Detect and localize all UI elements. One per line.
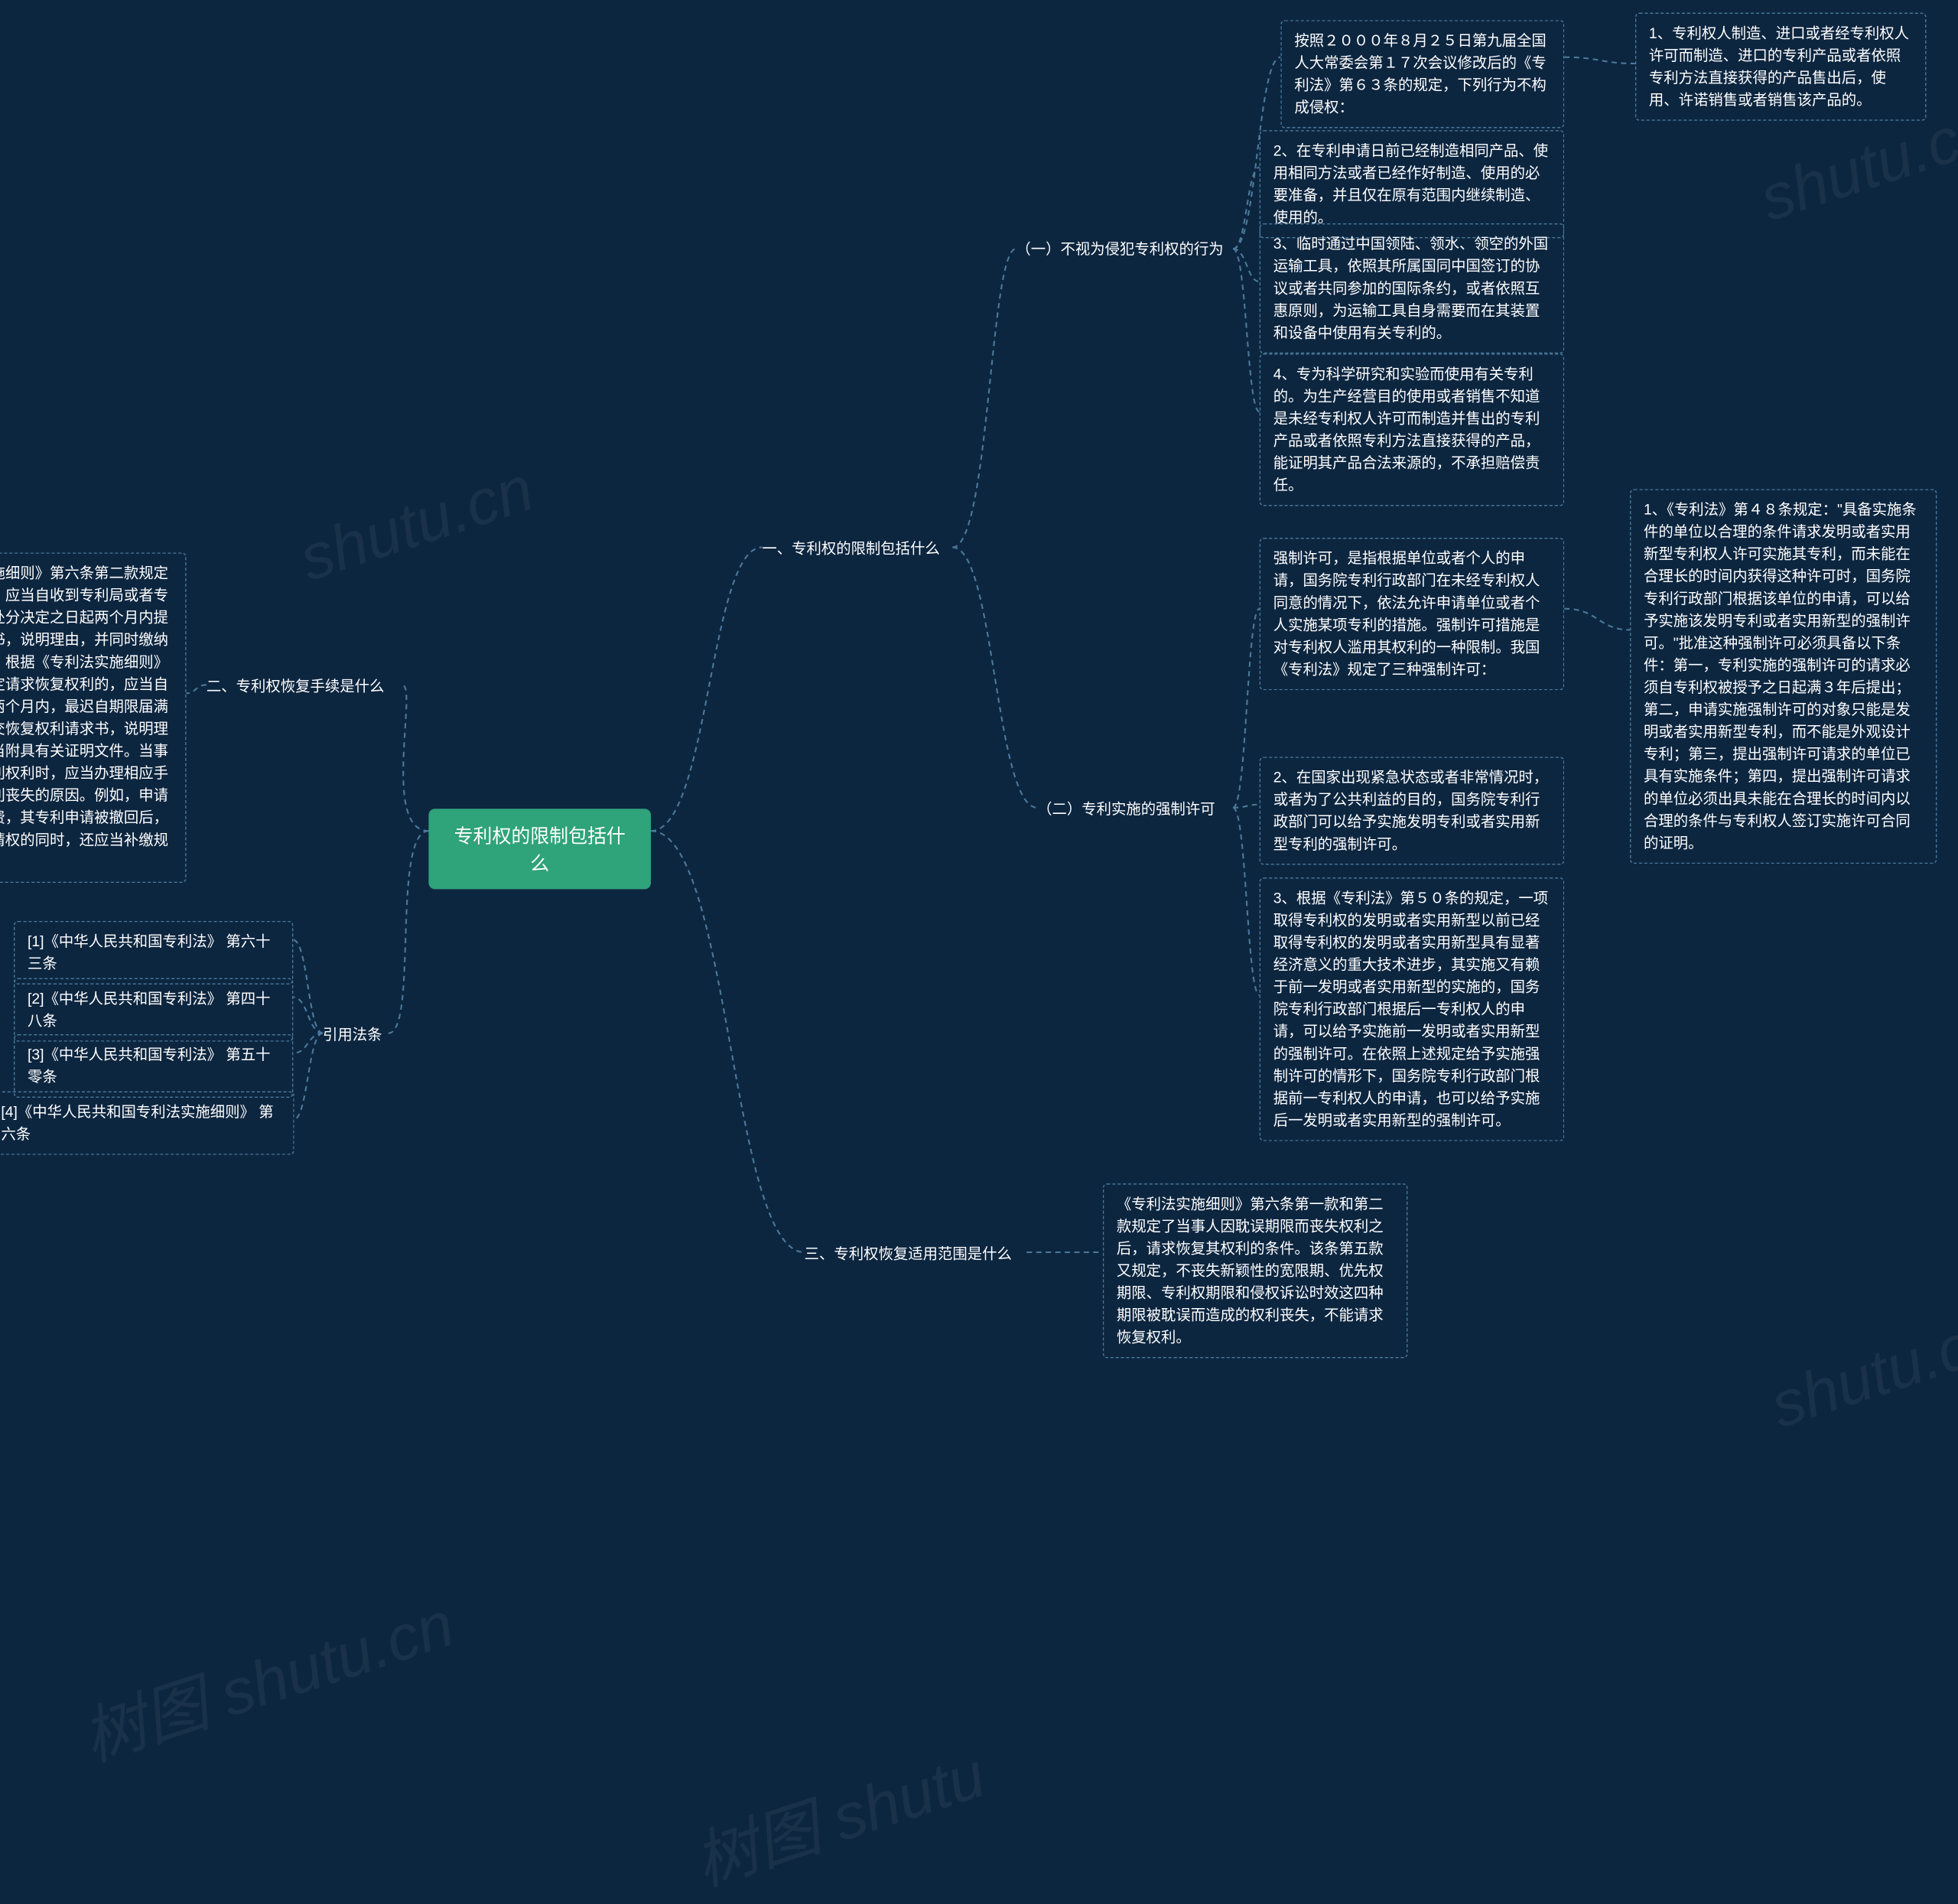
leaf-1b2: 2、在国家出现紧急状态或者非常情况时，或者为了公共利益的目的，国务院专利行政部门… <box>1260 757 1565 864</box>
leaf-1a-head: 按照２０００年８月２５日第九届全国人大常委会第１７次会议修改后的《专利法》第６３… <box>1280 20 1564 128</box>
leaf-1a3: 3、临时通过中国领陆、领水、领空的外国运输工具，依照其所属国同中国签订的协议或者… <box>1260 223 1565 353</box>
leaf-2a: 根据《专利法实施细则》第六条第二款规定请求恢复权利的，应当自收到专利局或者专利复… <box>0 552 187 883</box>
cite-3: [3]《中华人民共和国专利法》 第五十零条 <box>14 1034 293 1098</box>
watermark: shutu.cn <box>291 451 542 595</box>
watermark: 树图 shutu.cn <box>70 1573 464 1779</box>
watermark: shutu.cn <box>1762 1298 1958 1442</box>
branch-1: 一、专利权的限制包括什么 <box>762 538 939 559</box>
leaf-1a1: 1、专利权人制造、进口或者经专利权人许可而制造、进口的专利产品或者依照专利方法直… <box>1635 13 1927 121</box>
watermark: 树图 shutu <box>681 1723 994 1904</box>
branch-cite: 引用法条 <box>323 1024 382 1045</box>
cite-4: [4]《中华人民共和国专利法实施细则》 第六条 <box>0 1092 294 1155</box>
leaf-1b3: 3、根据《专利法》第５０条的规定，一项取得专利权的发明或者实用新型以前已经取得专… <box>1260 877 1565 1141</box>
leaf-1b-head: 强制许可，是指根据单位或者个人的申请，国务院专利行政部门在未经专利权人同意的情况… <box>1260 538 1565 690</box>
leaf-3a: 《专利法实施细则》第六条第一款和第二款规定了当事人因耽误期限而丧失权利之后，请求… <box>1103 1183 1408 1358</box>
leaf-1b1: 1、《专利法》第４８条规定："具备实施条件的单位以合理的条件请求发明或者实用新型… <box>1630 489 1937 864</box>
leaf-1a2: 2、在专利申请日前已经制造相同产品、使用相同方法或者已经作好制造、使用的必要准备… <box>1260 130 1565 238</box>
branch-1a: （一）不视为侵犯专利权的行为 <box>1016 238 1223 259</box>
branch-3: 三、专利权恢复适用范围是什么 <box>805 1243 1012 1264</box>
leaf-1a4: 4、专为科学研究和实验而使用有关专利的。为生产经营目的使用或者销售不知道是未经专… <box>1260 353 1565 506</box>
connector-lines <box>0 0 1958 1834</box>
branch-1b: （二）专利实施的强制许可 <box>1037 798 1215 819</box>
cite-1: [1]《中华人民共和国专利法》 第六十三条 <box>14 921 293 985</box>
center-node: 专利权的限制包括什么 <box>428 809 651 889</box>
branch-2: 二、专利权恢复手续是什么 <box>207 675 384 697</box>
cite-2: [2]《中华人民共和国专利法》 第四十八条 <box>14 978 293 1042</box>
